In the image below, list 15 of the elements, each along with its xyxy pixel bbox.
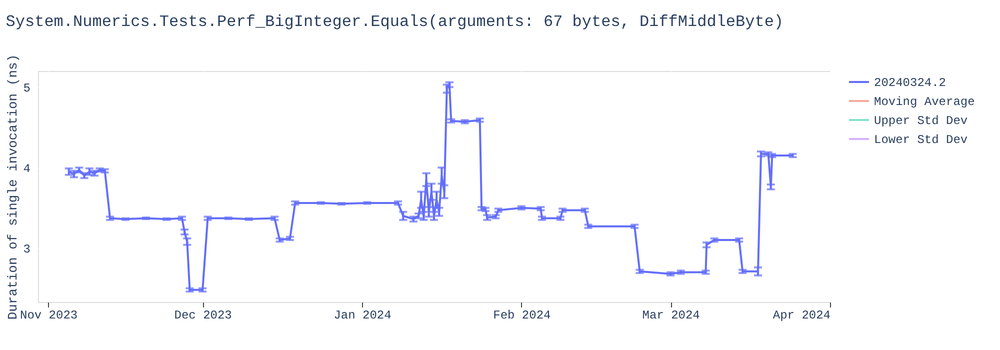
legend-label: 20240324.2 bbox=[874, 76, 946, 90]
chart-title: System.Numerics.Tests.Perf_BigInteger.Equals(arguments: 67 bytes, DiffMiddleByte) bbox=[6, 12, 784, 31]
legend-label: Moving Average bbox=[874, 95, 975, 109]
legend-label: Lower Std Dev bbox=[874, 133, 968, 147]
y-tick-label: 4 bbox=[23, 162, 30, 176]
y-tick-label: 3 bbox=[23, 242, 30, 257]
y-axis-title: Duration of single invocation (ns) bbox=[5, 54, 20, 320]
x-tick-label: Dec 2023 bbox=[174, 308, 232, 322]
y-tick-label: 5 bbox=[23, 82, 30, 96]
x-tick-label: Nov 2023 bbox=[20, 308, 78, 322]
x-tick-label: Feb 2024 bbox=[493, 308, 551, 322]
x-tick-label: Mar 2024 bbox=[642, 308, 700, 322]
legend-label: Upper Std Dev bbox=[874, 114, 968, 128]
x-tick-label: Apr 2024 bbox=[772, 308, 830, 322]
x-tick-label: Jan 2024 bbox=[334, 308, 392, 322]
